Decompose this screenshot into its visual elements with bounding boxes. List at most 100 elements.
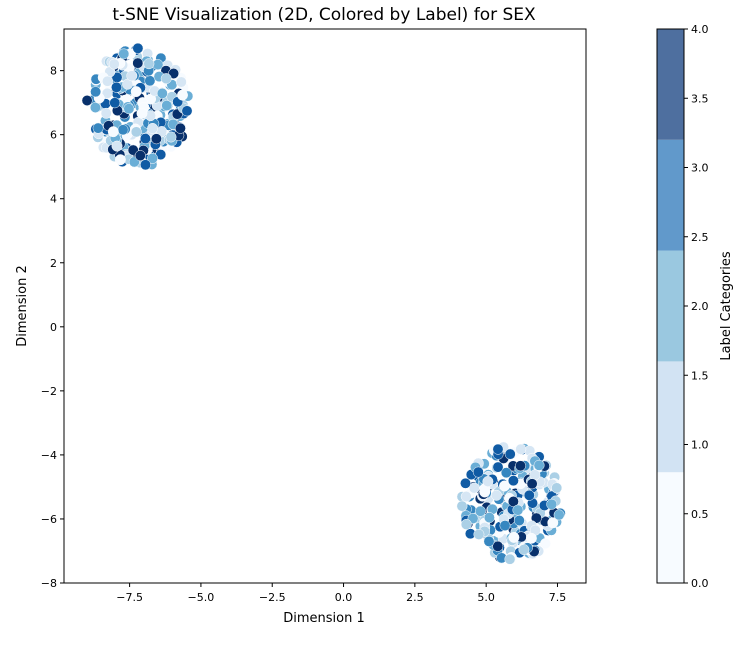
- scatter-point: [174, 122, 186, 134]
- colorbar-tick-label: 2.5: [691, 231, 709, 244]
- scatter-point: [132, 57, 144, 69]
- scatter-point: [147, 122, 159, 134]
- scatter-point: [111, 81, 122, 93]
- colorbar-band: [657, 361, 684, 473]
- y-axis-label: Dimension 2: [15, 265, 30, 347]
- scatter-point: [513, 515, 525, 526]
- scatter-point: [491, 489, 502, 501]
- y-tick-label: −2: [41, 385, 57, 398]
- colorbar-tick-label: 1.5: [691, 369, 709, 382]
- scatter-point: [111, 140, 123, 152]
- colorbar-band: [657, 29, 684, 140]
- scatter-point: [100, 107, 112, 119]
- scatter-point: [473, 528, 485, 540]
- scatter-points: [81, 42, 566, 565]
- scatter-point: [504, 448, 516, 460]
- y-tick-label: −4: [41, 449, 57, 462]
- colorbar-tick-label: 3.0: [691, 162, 709, 175]
- scatter-point: [160, 73, 172, 85]
- scatter-point: [107, 126, 119, 138]
- scatter-point: [175, 76, 187, 88]
- scatter-point: [136, 107, 148, 119]
- scatter-point: [181, 105, 193, 117]
- scatter-point: [551, 482, 563, 494]
- scatter-point: [540, 538, 551, 550]
- colorbar-label: Label Categories: [719, 251, 734, 361]
- colorbar: 0.0 0.5 1.0 1.5 2.0 2.5 3.0 3.5 4.0: [656, 23, 709, 590]
- scatter-point: [132, 42, 144, 54]
- scatter-point: [130, 126, 142, 138]
- scatter-point: [126, 70, 138, 82]
- scatter-point: [139, 133, 151, 145]
- scatter-point: [165, 131, 177, 143]
- scatter-point: [130, 86, 142, 98]
- scatter-point: [101, 87, 113, 99]
- scatter-point: [499, 520, 511, 532]
- scatter-point: [492, 540, 504, 552]
- scatter-point: [507, 475, 519, 487]
- scatter-point: [483, 512, 495, 524]
- scatter-point: [553, 509, 565, 521]
- y-tick-label: 8: [50, 65, 57, 78]
- scatter-point: [533, 459, 545, 471]
- scatter-point: [90, 86, 102, 98]
- scatter-point: [547, 517, 559, 529]
- x-tick-label: −5.0: [188, 591, 215, 604]
- scatter-point: [512, 504, 524, 516]
- colorbar-tick-label: 0.5: [691, 508, 709, 521]
- colorbar-tick-label: 3.5: [691, 92, 709, 105]
- scatter-point: [546, 498, 558, 510]
- scatter-point: [525, 532, 537, 544]
- scatter-point: [492, 443, 504, 455]
- scatter-point: [147, 152, 158, 164]
- x-tick-label: 2.5: [406, 591, 424, 604]
- x-tick-label: 0.0: [335, 591, 353, 604]
- scatter-point: [89, 102, 101, 113]
- scatter-point: [482, 476, 494, 487]
- x-tick-label: 5.0: [477, 591, 495, 604]
- scatter-point: [134, 150, 146, 162]
- x-axis-label: Dimension 1: [283, 611, 365, 626]
- x-tick-label: 7.5: [549, 591, 567, 604]
- colorbar-tick-label: 4.0: [691, 23, 709, 36]
- x-tick-label: −2.5: [259, 591, 286, 604]
- scatter-point: [92, 122, 104, 134]
- scatter-point: [472, 466, 484, 478]
- y-tick-label: 0: [50, 321, 57, 334]
- scatter-point: [143, 58, 155, 70]
- x-tick-label: −7.5: [116, 591, 143, 604]
- scatter-point: [518, 544, 530, 556]
- scatter-point: [504, 553, 516, 565]
- y-tick-label: 6: [50, 129, 57, 142]
- scatter-point: [508, 531, 520, 543]
- chart-title: t-SNE Visualization (2D, Colored by Labe…: [112, 5, 536, 25]
- scatter-point: [102, 75, 113, 87]
- scatter-point: [161, 100, 173, 111]
- scatter-point: [515, 443, 527, 455]
- colorbar-tick-label: 0.0: [691, 577, 709, 590]
- colorbar-tick-label: 1.0: [691, 439, 709, 452]
- scatter-point: [117, 124, 129, 136]
- colorbar-band: [657, 139, 684, 251]
- x-axis: −7.5 −5.0 −2.5 0.0 2.5 5.0 7.5: [116, 583, 566, 604]
- scatter-point: [109, 97, 121, 109]
- scatter-point: [460, 477, 471, 489]
- scatter-point: [123, 103, 135, 115]
- y-tick-label: 4: [50, 193, 57, 206]
- scatter-point: [515, 460, 526, 472]
- y-axis: −8 −6 −4 −2 0 2 4 6 8: [41, 65, 64, 590]
- scatter-point: [483, 535, 495, 547]
- scatter-point: [150, 133, 162, 145]
- scatter-point: [499, 480, 510, 492]
- scatter-point: [81, 95, 93, 106]
- scatter-point: [118, 48, 130, 60]
- y-tick-label: −6: [41, 513, 57, 526]
- colorbar-band: [657, 250, 684, 362]
- scatter-point: [177, 89, 188, 101]
- colorbar-band: [657, 472, 684, 583]
- scatter-point: [456, 500, 468, 512]
- scatter-point: [144, 75, 156, 87]
- scatter-point: [140, 159, 151, 171]
- y-tick-label: 2: [50, 257, 57, 270]
